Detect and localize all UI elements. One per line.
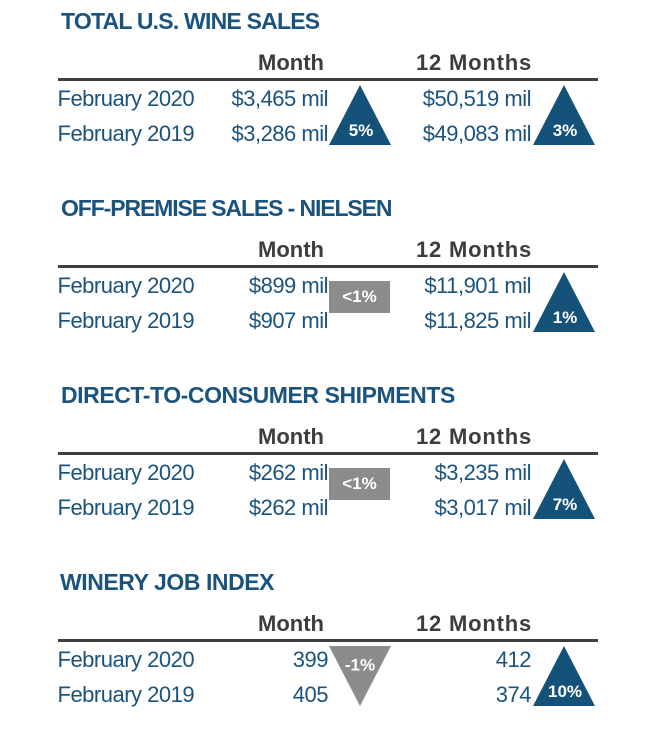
svg-text:-1%: -1% [345,656,375,675]
svg-text:10%: 10% [548,682,582,701]
svg-text:5%: 5% [349,121,374,140]
svg-text:3%: 3% [553,121,578,140]
svg-text:1%: 1% [553,308,578,327]
svg-text:7%: 7% [553,495,578,514]
